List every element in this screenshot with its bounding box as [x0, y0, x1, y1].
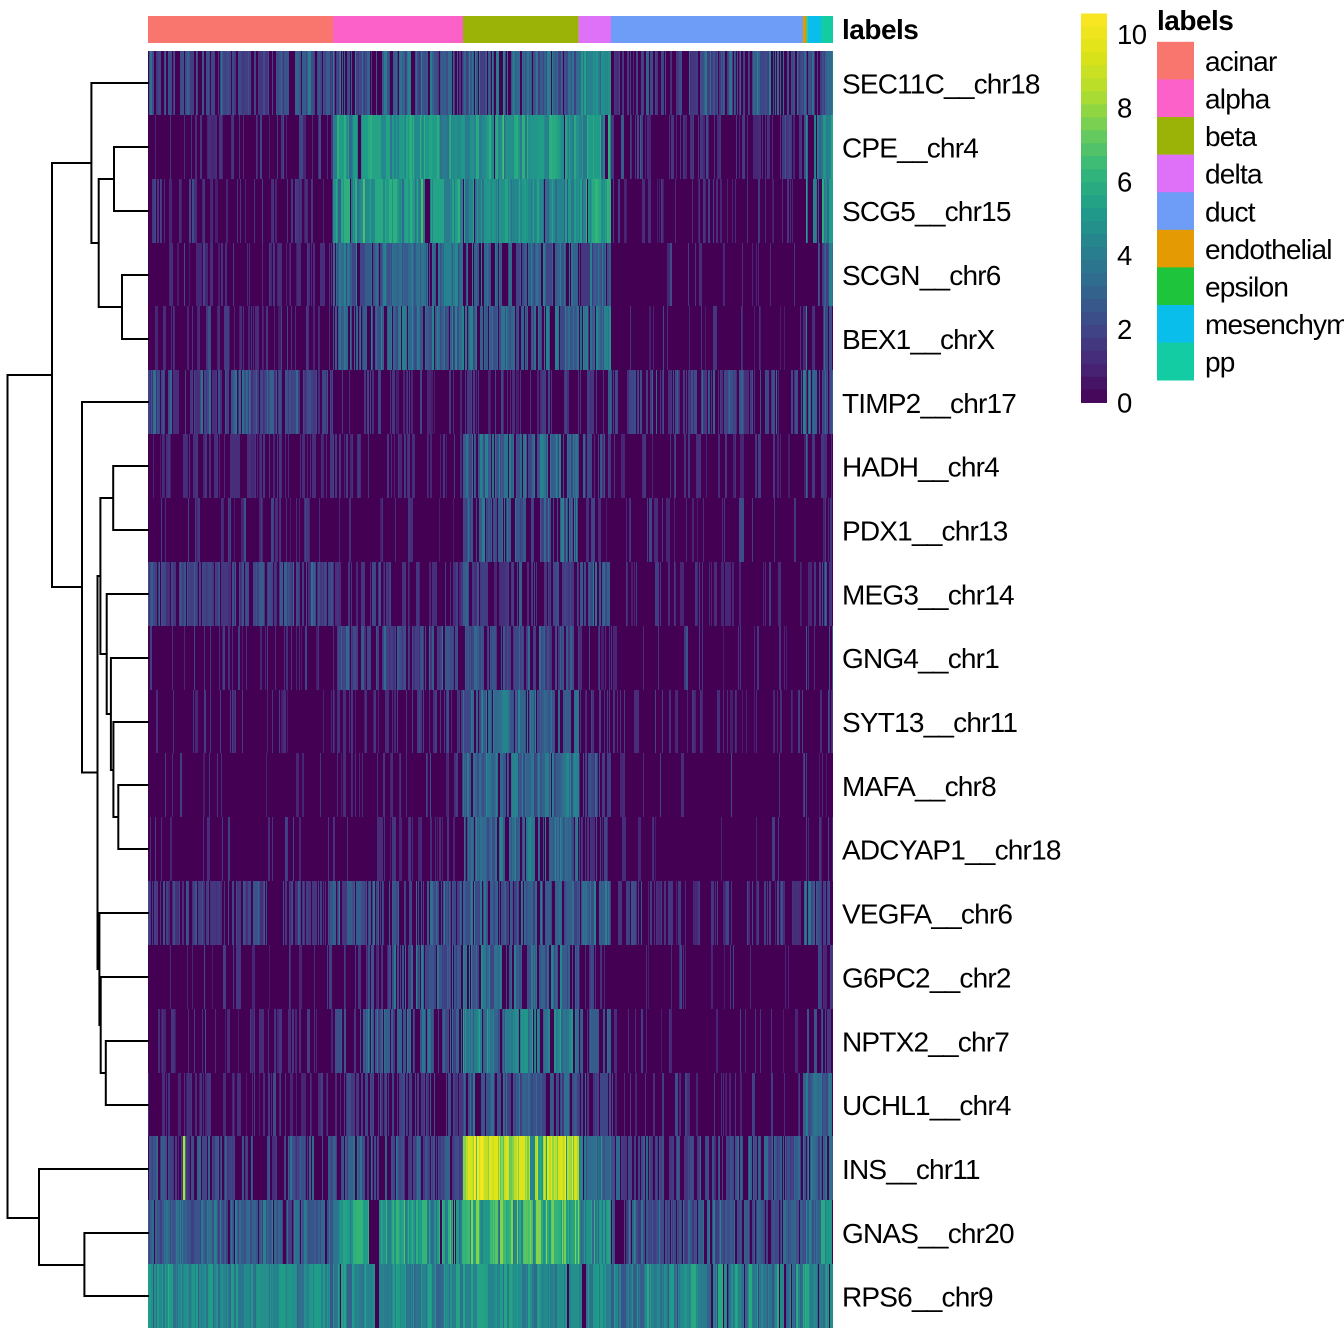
- svg-text:G6PC2__chr2: G6PC2__chr2: [842, 962, 1011, 993]
- svg-text:MEG3__chr14: MEG3__chr14: [842, 579, 1014, 610]
- svg-text:INS__chr11: INS__chr11: [842, 1154, 980, 1185]
- svg-text:GNAS__chr20: GNAS__chr20: [842, 1218, 1014, 1249]
- svg-text:beta: beta: [1205, 121, 1258, 152]
- svg-text:NPTX2__chr7: NPTX2__chr7: [842, 1026, 1009, 1057]
- svg-text:8: 8: [1117, 93, 1132, 124]
- svg-text:CPE__chr4: CPE__chr4: [842, 132, 978, 163]
- svg-text:GNG4__chr1: GNG4__chr1: [842, 643, 999, 674]
- svg-text:SCGN__chr6: SCGN__chr6: [842, 260, 1001, 291]
- svg-text:duct: duct: [1205, 196, 1256, 227]
- svg-text:delta: delta: [1205, 159, 1263, 190]
- svg-text:PDX1__chr13: PDX1__chr13: [842, 516, 1008, 547]
- svg-text:SYT13__chr11: SYT13__chr11: [842, 707, 1017, 738]
- svg-text:HADH__chr4: HADH__chr4: [842, 452, 999, 483]
- svg-text:MAFA__chr8: MAFA__chr8: [842, 771, 996, 802]
- svg-text:SCG5__chr15: SCG5__chr15: [842, 196, 1011, 227]
- svg-text:4: 4: [1117, 240, 1132, 271]
- svg-text:SEC11C__chr18: SEC11C__chr18: [842, 69, 1040, 100]
- svg-text:endothelial: endothelial: [1205, 234, 1332, 265]
- svg-text:acinar: acinar: [1205, 46, 1277, 77]
- svg-text:mesenchymal: mesenchymal: [1205, 309, 1344, 340]
- svg-text:BEX1__chrX: BEX1__chrX: [842, 324, 995, 355]
- svg-text:6: 6: [1117, 166, 1132, 197]
- svg-text:labels: labels: [1157, 5, 1233, 36]
- svg-text:RPS6__chr9: RPS6__chr9: [842, 1282, 993, 1313]
- svg-text:pp: pp: [1205, 347, 1235, 378]
- svg-text:UCHL1__chr4: UCHL1__chr4: [842, 1090, 1011, 1121]
- svg-text:2: 2: [1117, 314, 1132, 345]
- svg-text:TIMP2__chr17: TIMP2__chr17: [842, 388, 1016, 419]
- svg-text:VEGFA__chr6: VEGFA__chr6: [842, 899, 1012, 930]
- svg-text:10: 10: [1117, 19, 1147, 50]
- svg-text:ADCYAP1__chr18: ADCYAP1__chr18: [842, 835, 1061, 866]
- svg-text:epsilon: epsilon: [1205, 272, 1288, 303]
- svg-text:labels: labels: [842, 14, 918, 45]
- svg-text:0: 0: [1117, 388, 1132, 419]
- svg-text:alpha: alpha: [1205, 84, 1271, 115]
